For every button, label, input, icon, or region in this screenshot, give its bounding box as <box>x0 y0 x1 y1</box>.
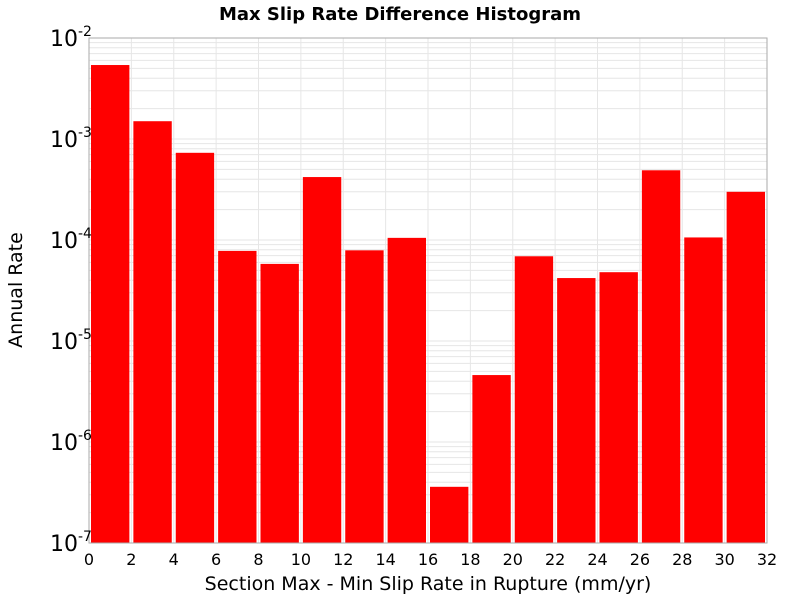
histogram-bar <box>91 65 130 543</box>
x-tick-label: 16 <box>418 550 438 569</box>
x-tick-label: 18 <box>460 550 480 569</box>
chart-title: Max Slip Rate Difference Histogram <box>219 4 581 25</box>
x-tick-label: 20 <box>503 550 523 569</box>
histogram-bar <box>175 152 215 544</box>
x-tick-label: 30 <box>714 550 734 569</box>
x-tick-label: 2 <box>126 550 136 569</box>
plot-frame <box>88 37 768 544</box>
histogram-bar <box>641 170 681 543</box>
y-tick-label: 10-7 <box>50 529 92 557</box>
x-tick-label: 28 <box>672 550 692 569</box>
x-tick-label: 14 <box>375 550 395 569</box>
x-tick-label: 8 <box>253 550 263 569</box>
histogram-bar <box>472 375 511 543</box>
histogram-bar <box>302 177 342 543</box>
histogram-bar <box>726 191 765 543</box>
histogram-bar <box>430 486 469 543</box>
x-tick-label: 24 <box>587 550 607 569</box>
y-tick-label: 10-6 <box>50 428 92 456</box>
x-axis-label: Section Max - Min Slip Rate in Rupture (… <box>205 573 652 595</box>
x-tick-label: 0 <box>84 550 94 569</box>
bars-group <box>91 65 765 544</box>
y-tick-label: 10-3 <box>50 125 92 153</box>
histogram-bar <box>387 237 426 544</box>
y-axis-label: Annual Rate <box>5 232 27 348</box>
histogram-bar <box>557 278 596 543</box>
x-tick-labels: 0 2 4 6 8 10 12 14 16 18 20 22 24 26 28 30 32 <box>84 550 777 569</box>
histogram-bar <box>599 272 638 543</box>
x-tick-label: 4 <box>169 550 179 569</box>
histogram-bar <box>218 250 257 543</box>
y-tick-labels: 10-7 10-6 10-5 10-4 10-3 10-2 <box>50 24 92 557</box>
x-tick-label: 10 <box>291 550 311 569</box>
y-tick-label: 10-5 <box>50 327 92 355</box>
y-tick-label: 10-2 <box>50 24 92 52</box>
x-tick-label: 32 <box>757 550 777 569</box>
x-tick-label: 6 <box>211 550 221 569</box>
histogram-bar <box>345 250 384 543</box>
y-tick-label: 10-4 <box>50 226 92 254</box>
x-tick-label: 12 <box>333 550 353 569</box>
x-tick-label: 22 <box>545 550 565 569</box>
histogram-bar <box>684 237 723 544</box>
histogram-bar <box>514 256 554 543</box>
histogram-bar <box>133 121 172 543</box>
histogram-bar <box>260 263 299 543</box>
x-tick-label: 26 <box>630 550 650 569</box>
